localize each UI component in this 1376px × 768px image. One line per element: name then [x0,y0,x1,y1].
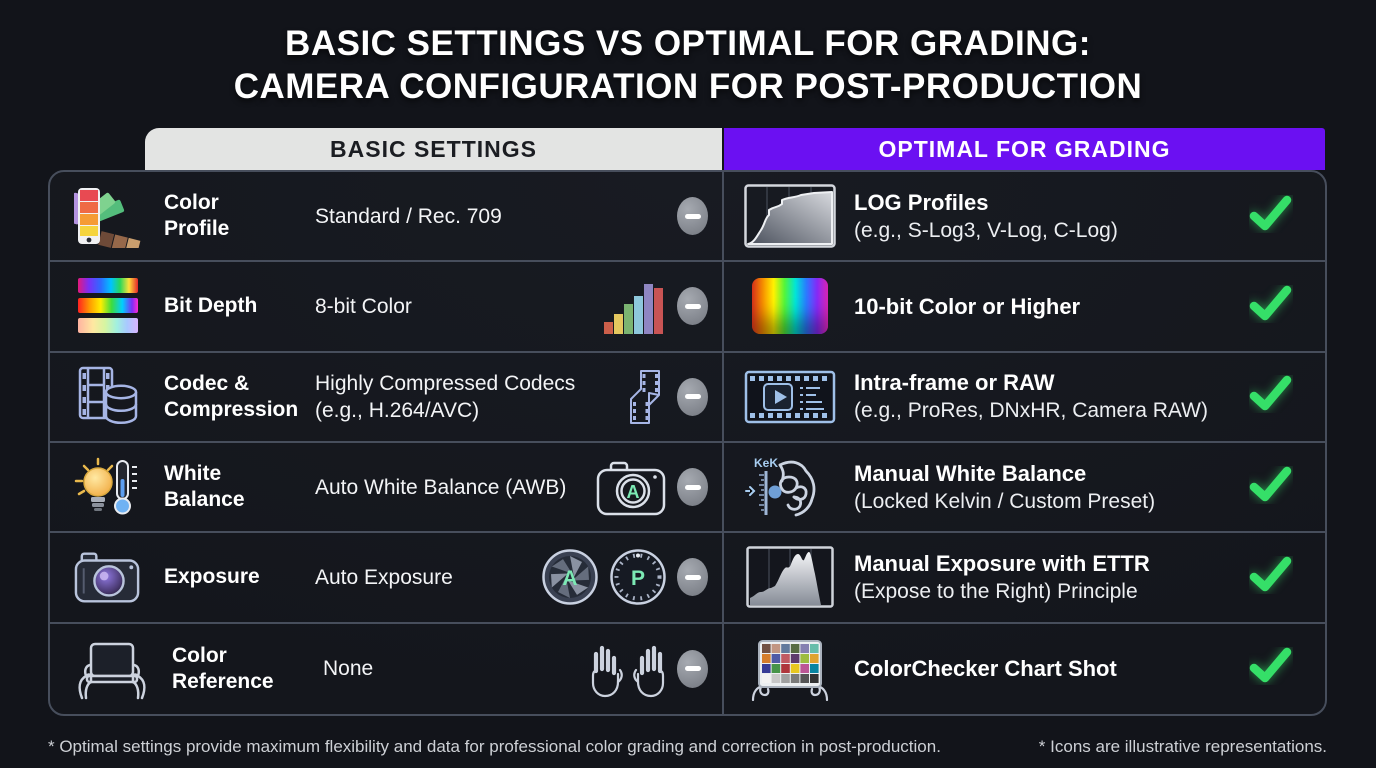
row-exposure-basic: Exposure Auto Exposure A [50,533,724,624]
camera-icon [74,545,142,609]
raised-hand-icon [585,640,625,698]
row-white-balance-optimal: KeK Manual White Balance (Locked Kelvin … [724,443,1325,534]
row-label-color-reference: Color Reference [172,643,274,693]
page-title-line-2: CAMERA CONFIGURATION FOR POST-PRODUCTION [233,67,1143,107]
basic-value-bit-depth: 8-bit Color [315,294,412,318]
optimal-subtitle-exposure: (Expose to the Right) Principle [854,580,1138,604]
row-bit-depth-optimal: 10-bit Color or Higher [724,262,1325,353]
aperture-auto-icon: A [541,548,599,606]
row-label-white-balance: White Balance [164,461,245,512]
basic-value-exposure: Auto Exposure [315,565,453,589]
row-color-reference-basic: Color Reference None [50,623,724,714]
optimal-title-bit-depth: 10-bit Color or Higher [854,293,1081,319]
column-header-optimal: OPTIMAL FOR GRADING [724,128,1325,170]
row-color-profile-basic: Color Profile Standard / Rec. 709 [50,172,724,263]
row-white-balance-basic: White Balance Auto White Balance (AWB) A [50,443,724,534]
optimal-title-white-balance: Manual White Balance [854,460,1087,486]
column-header-optimal-label: OPTIMAL FOR GRADING [878,135,1171,162]
minus-status-icon [677,287,708,326]
basic-value-color-reference: None [323,657,374,681]
colorchecker-hands-icon [744,637,836,701]
row-codec-basic: Codec & Compression Highly Compressed Co… [50,352,724,443]
filmstrip-database-icon [74,365,142,429]
row-color-reference-optimal: ColorChecker Chart Shot [724,624,1325,714]
optimal-subtitle-white-balance: (Locked Kelvin / Custom Preset) [854,489,1156,513]
row-label-color-profile: Color Profile [164,190,230,241]
footnote-right: * Icons are illustrative representations… [1038,737,1327,756]
hands-tablet-icon [74,638,150,700]
program-dial-icon: P [609,548,667,606]
basic-value-color-profile: Standard / Rec. 709 [315,204,502,228]
color-swatches-icon [74,184,142,249]
optimal-title-color-reference: ColorChecker Chart Shot [854,656,1117,682]
camera-auto-icon: A [595,456,669,518]
svg-text:P: P [631,567,645,590]
row-label-codec: Codec & Compression [164,371,299,421]
comparison-table: Color Profile Standard / Rec. 709 LOG Pr… [48,170,1327,716]
minus-status-icon [677,377,708,416]
minus-status-icon [677,468,708,507]
check-status-icon [1249,195,1293,238]
minus-status-icon [677,558,708,597]
page-title-line-1: BASIC SETTINGS VS OPTIMAL FOR GRADING: [285,24,1091,63]
optimal-title-codec: Intra-frame or RAW [854,370,1055,396]
rainbow-gradient-icon [744,274,836,338]
check-status-icon [1249,466,1293,509]
optimal-title-exposure: Manual Exposure with ETTR [854,551,1150,577]
filmstrip-play-icon [744,365,836,429]
raised-hand-icon [631,640,671,698]
check-status-icon [1249,556,1293,599]
row-label-bit-depth: Bit Depth [164,294,258,318]
check-status-icon [1249,647,1293,690]
page-title: BASIC SETTINGS VS OPTIMAL FOR GRADING: C… [0,22,1376,108]
row-bit-depth-basic: Bit Depth 8-bit Color [50,262,724,353]
gradient-bars-icon [74,274,142,338]
check-status-icon [1249,285,1293,328]
row-color-profile-optimal: LOG Profiles (e.g., S-Log3, V-Log, C-Log… [724,172,1325,263]
footnote-left: * Optimal settings provide maximum flexi… [48,737,941,756]
column-header-basic: BASIC SETTINGS [145,128,722,170]
basic-value-white-balance: Auto White Balance (AWB) [315,475,567,499]
basic-value-codec: Highly Compressed Codecs (e.g., H.264/AV… [315,371,576,422]
column-header-basic-label: BASIC SETTINGS [330,135,537,162]
check-status-icon [1249,375,1293,418]
row-label-exposure: Exposure [164,565,260,589]
row-codec-optimal: Intra-frame or RAW (e.g., ProRes, DNxHR,… [724,353,1325,443]
bulb-thermometer-icon [74,455,142,519]
optimal-subtitle-color-profile: (e.g., S-Log3, V-Log, C-Log) [854,218,1118,242]
minus-status-icon [677,197,708,236]
folded-filmstrip-icon [627,369,669,425]
color-depth-bars-chart-icon [603,278,663,335]
log-curve-icon [744,184,836,248]
svg-text:A: A [562,567,577,590]
svg-text:A: A [627,482,640,502]
minus-status-icon [677,649,708,688]
row-exposure-optimal: Manual Exposure with ETTR (Expose to the… [724,533,1325,624]
kelvin-dial-hand-icon: KeK [744,455,836,519]
optimal-title-color-profile: LOG Profiles [854,189,989,215]
svg-text:KeK: KeK [754,456,778,470]
histogram-icon [744,545,836,609]
optimal-subtitle-codec: (e.g., ProRes, DNxHR, Camera RAW) [854,399,1208,423]
